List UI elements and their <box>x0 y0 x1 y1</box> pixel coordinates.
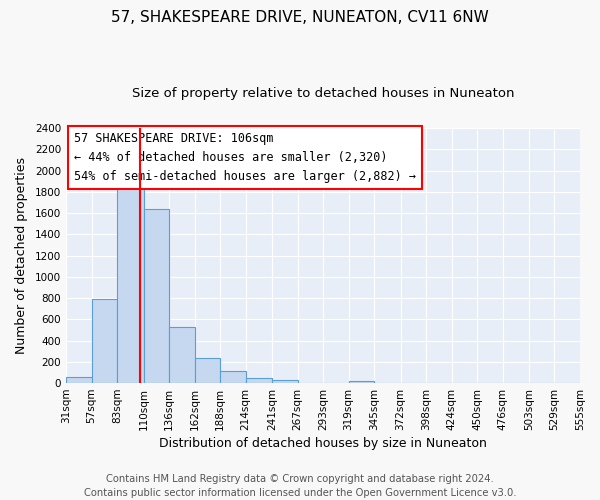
Bar <box>169 327 194 383</box>
Title: Size of property relative to detached houses in Nuneaton: Size of property relative to detached ho… <box>132 88 514 101</box>
Text: 57, SHAKESPEARE DRIVE, NUNEATON, CV11 6NW: 57, SHAKESPEARE DRIVE, NUNEATON, CV11 6N… <box>111 10 489 25</box>
Text: Contains HM Land Registry data © Crown copyright and database right 2024.
Contai: Contains HM Land Registry data © Crown c… <box>84 474 516 498</box>
Bar <box>194 358 220 383</box>
Bar <box>349 381 374 383</box>
Text: 57 SHAKESPEARE DRIVE: 106sqm
← 44% of detached houses are smaller (2,320)
54% of: 57 SHAKESPEARE DRIVE: 106sqm ← 44% of de… <box>74 132 416 183</box>
Bar <box>245 378 272 383</box>
Bar <box>117 185 143 383</box>
Bar <box>92 298 117 383</box>
X-axis label: Distribution of detached houses by size in Nuneaton: Distribution of detached houses by size … <box>159 437 487 450</box>
Bar <box>272 380 298 383</box>
Bar <box>66 377 92 383</box>
Y-axis label: Number of detached properties: Number of detached properties <box>15 157 28 354</box>
Bar <box>220 372 245 383</box>
Bar <box>143 210 169 383</box>
